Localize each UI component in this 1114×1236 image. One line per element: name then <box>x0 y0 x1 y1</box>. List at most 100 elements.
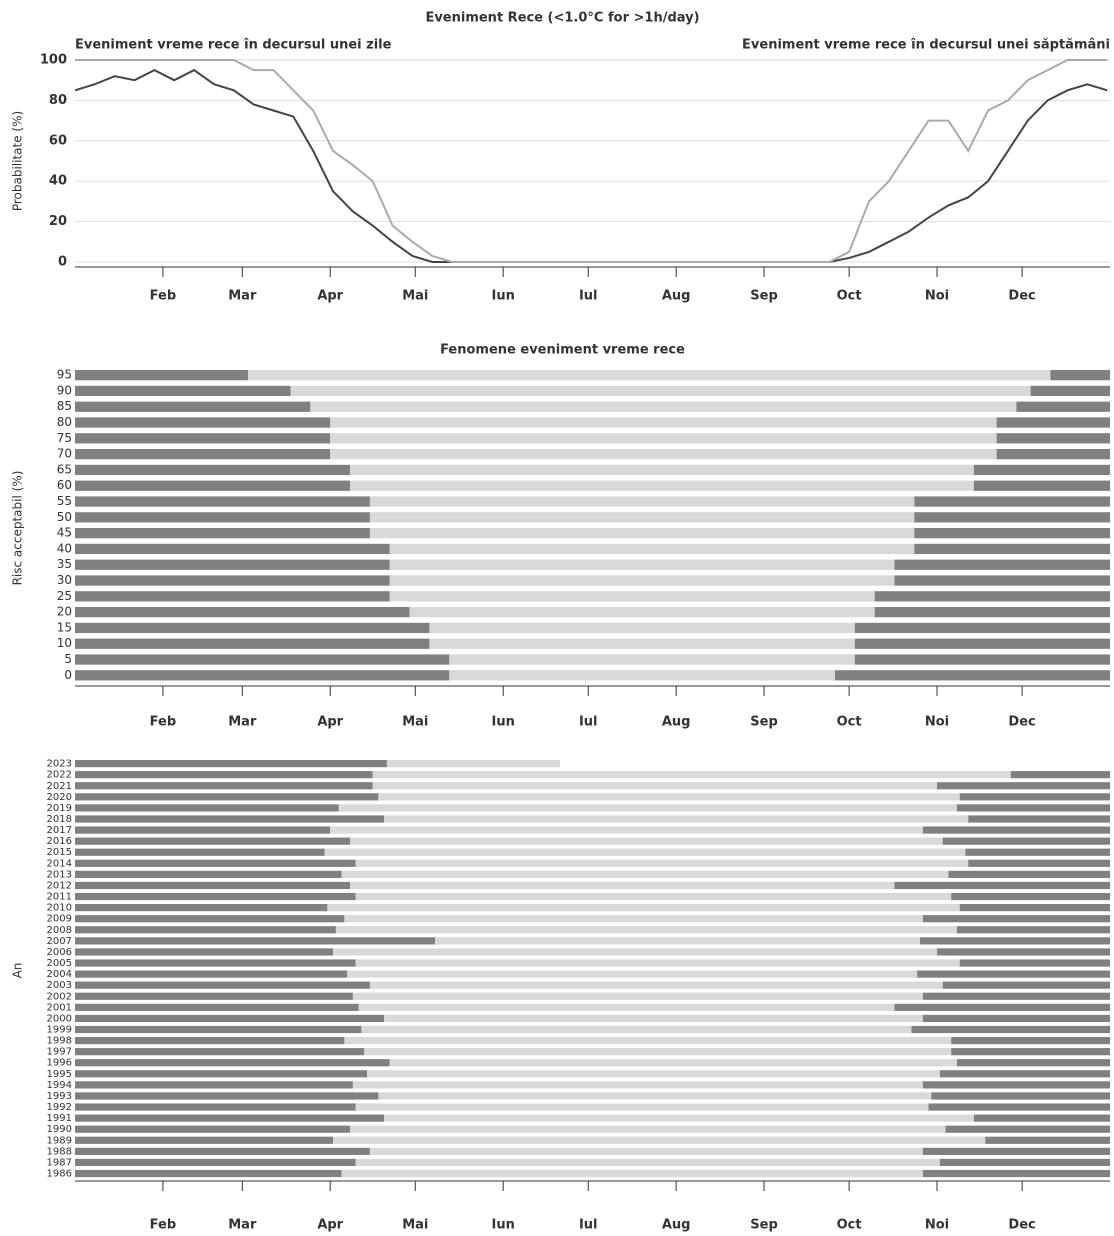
cold-bar <box>854 654 1110 665</box>
cold-bar <box>75 528 370 539</box>
warm-bar <box>429 638 855 649</box>
cold-bar <box>75 1103 356 1111</box>
warm-bar <box>347 970 918 978</box>
cold-bar <box>1030 385 1110 397</box>
cold-bar <box>937 948 1110 956</box>
cold-bar <box>931 1092 1110 1100</box>
x-tick-label: Dec <box>1008 1218 1035 1233</box>
warm-bar <box>409 607 875 618</box>
y-tick-label: 1999 <box>47 1024 72 1035</box>
warm-bar <box>338 804 957 812</box>
warm-bar <box>352 992 923 1000</box>
x-tick-label: Apr <box>317 289 343 304</box>
warm-bar <box>384 1114 974 1122</box>
y-tick-label: 95 <box>57 368 72 382</box>
cold-bar <box>75 859 356 867</box>
x-tick-label: Dec <box>1008 289 1035 304</box>
y-tick-label: 80 <box>49 93 67 108</box>
cold-bar <box>75 1081 353 1089</box>
x-tick-label: Feb <box>150 1218 176 1233</box>
x-tick-label: Mar <box>228 715 257 730</box>
x-tick-label: Oct <box>837 715 862 730</box>
cold-bar <box>75 992 353 1000</box>
cold-bar <box>985 1136 1110 1144</box>
cold-bar <box>959 904 1110 912</box>
legend-label: Eveniment vreme rece în decursul unei să… <box>742 38 1110 53</box>
cold-bar <box>75 1048 365 1056</box>
cold-bar <box>75 638 430 649</box>
cold-bar <box>920 937 1110 945</box>
cold-bar <box>914 528 1110 539</box>
warm-bar <box>330 433 997 444</box>
cold-bar <box>75 1070 368 1078</box>
warm-bar <box>247 370 1051 381</box>
y-tick-label: 35 <box>57 557 72 571</box>
warm-bar <box>350 480 974 491</box>
cold-bar <box>894 575 1110 586</box>
cold-bar <box>75 401 311 412</box>
warm-bar <box>378 1092 932 1100</box>
y-tick-label: 20 <box>57 605 72 619</box>
x-tick-label: Iun <box>491 289 514 304</box>
cold-bar <box>951 892 1110 901</box>
x-tick-label: Sep <box>750 1218 778 1233</box>
cold-bar <box>75 970 348 978</box>
cold-bar <box>75 793 379 801</box>
y-tick-label: 2013 <box>47 869 72 880</box>
cold-bar <box>917 970 1110 978</box>
y-tick-label: 50 <box>57 510 72 524</box>
cold-bar <box>951 1048 1110 1056</box>
legend-label: Eveniment vreme rece în decursul unei zi… <box>75 38 392 53</box>
y-tick-label: 2022 <box>47 770 72 781</box>
warm-bar <box>449 670 835 681</box>
y-axis-label: Risc acceptabil (%) <box>11 471 25 586</box>
warm-bar <box>330 826 923 834</box>
cold-bar <box>894 1003 1110 1011</box>
cold-bar <box>75 433 331 444</box>
warm-bar <box>333 1136 986 1144</box>
x-tick-label: Iul <box>579 715 598 730</box>
x-tick-label: Noi <box>925 715 949 730</box>
cold-bar <box>922 915 1110 923</box>
y-tick-label: 2001 <box>47 1002 72 1013</box>
warm-bar <box>344 915 923 923</box>
y-tick-label: 1993 <box>47 1091 72 1102</box>
x-tick-label: Noi <box>925 289 949 304</box>
y-tick-label: 90 <box>57 383 72 397</box>
y-tick-label: 80 <box>57 415 72 429</box>
cold-bar <box>951 1036 1110 1045</box>
warm-bar <box>355 1103 929 1111</box>
x-tick-label: Feb <box>150 289 176 304</box>
cold-bar <box>75 512 370 523</box>
cold-bar <box>75 1136 334 1144</box>
y-tick-label: 65 <box>57 462 72 476</box>
cold-bar <box>1050 370 1110 381</box>
warm-bar <box>341 1169 923 1178</box>
y-tick-label: 2016 <box>47 836 72 847</box>
cold-bar <box>75 881 351 890</box>
y-tick-label: 1991 <box>47 1113 72 1124</box>
y-tick-label: 1997 <box>47 1047 72 1058</box>
x-tick-label: Aug <box>662 715 691 730</box>
x-tick-label: Dec <box>1008 715 1035 730</box>
warm-bar <box>352 1081 923 1089</box>
x-tick-label: Mai <box>402 715 428 730</box>
warm-bar <box>355 1158 940 1167</box>
cold-bar <box>75 1003 359 1011</box>
warm-bar <box>335 926 957 934</box>
y-tick-label: 1995 <box>47 1069 72 1080</box>
x-tick-label: Mar <box>228 1218 257 1233</box>
cold-bar <box>973 1114 1110 1122</box>
y-tick-label: 2008 <box>47 925 72 936</box>
cold-bar <box>75 1025 362 1034</box>
warm-bar <box>378 793 960 801</box>
y-tick-label: 15 <box>57 620 72 634</box>
cold-bar <box>75 449 331 460</box>
warm-bar <box>358 1003 895 1011</box>
warm-bar <box>367 1070 940 1078</box>
warm-bar <box>350 464 974 476</box>
cold-bar <box>75 464 351 476</box>
y-tick-label: 1988 <box>47 1146 72 1157</box>
cold-bar <box>75 1169 342 1178</box>
y-tick-label: 2021 <box>47 781 72 792</box>
